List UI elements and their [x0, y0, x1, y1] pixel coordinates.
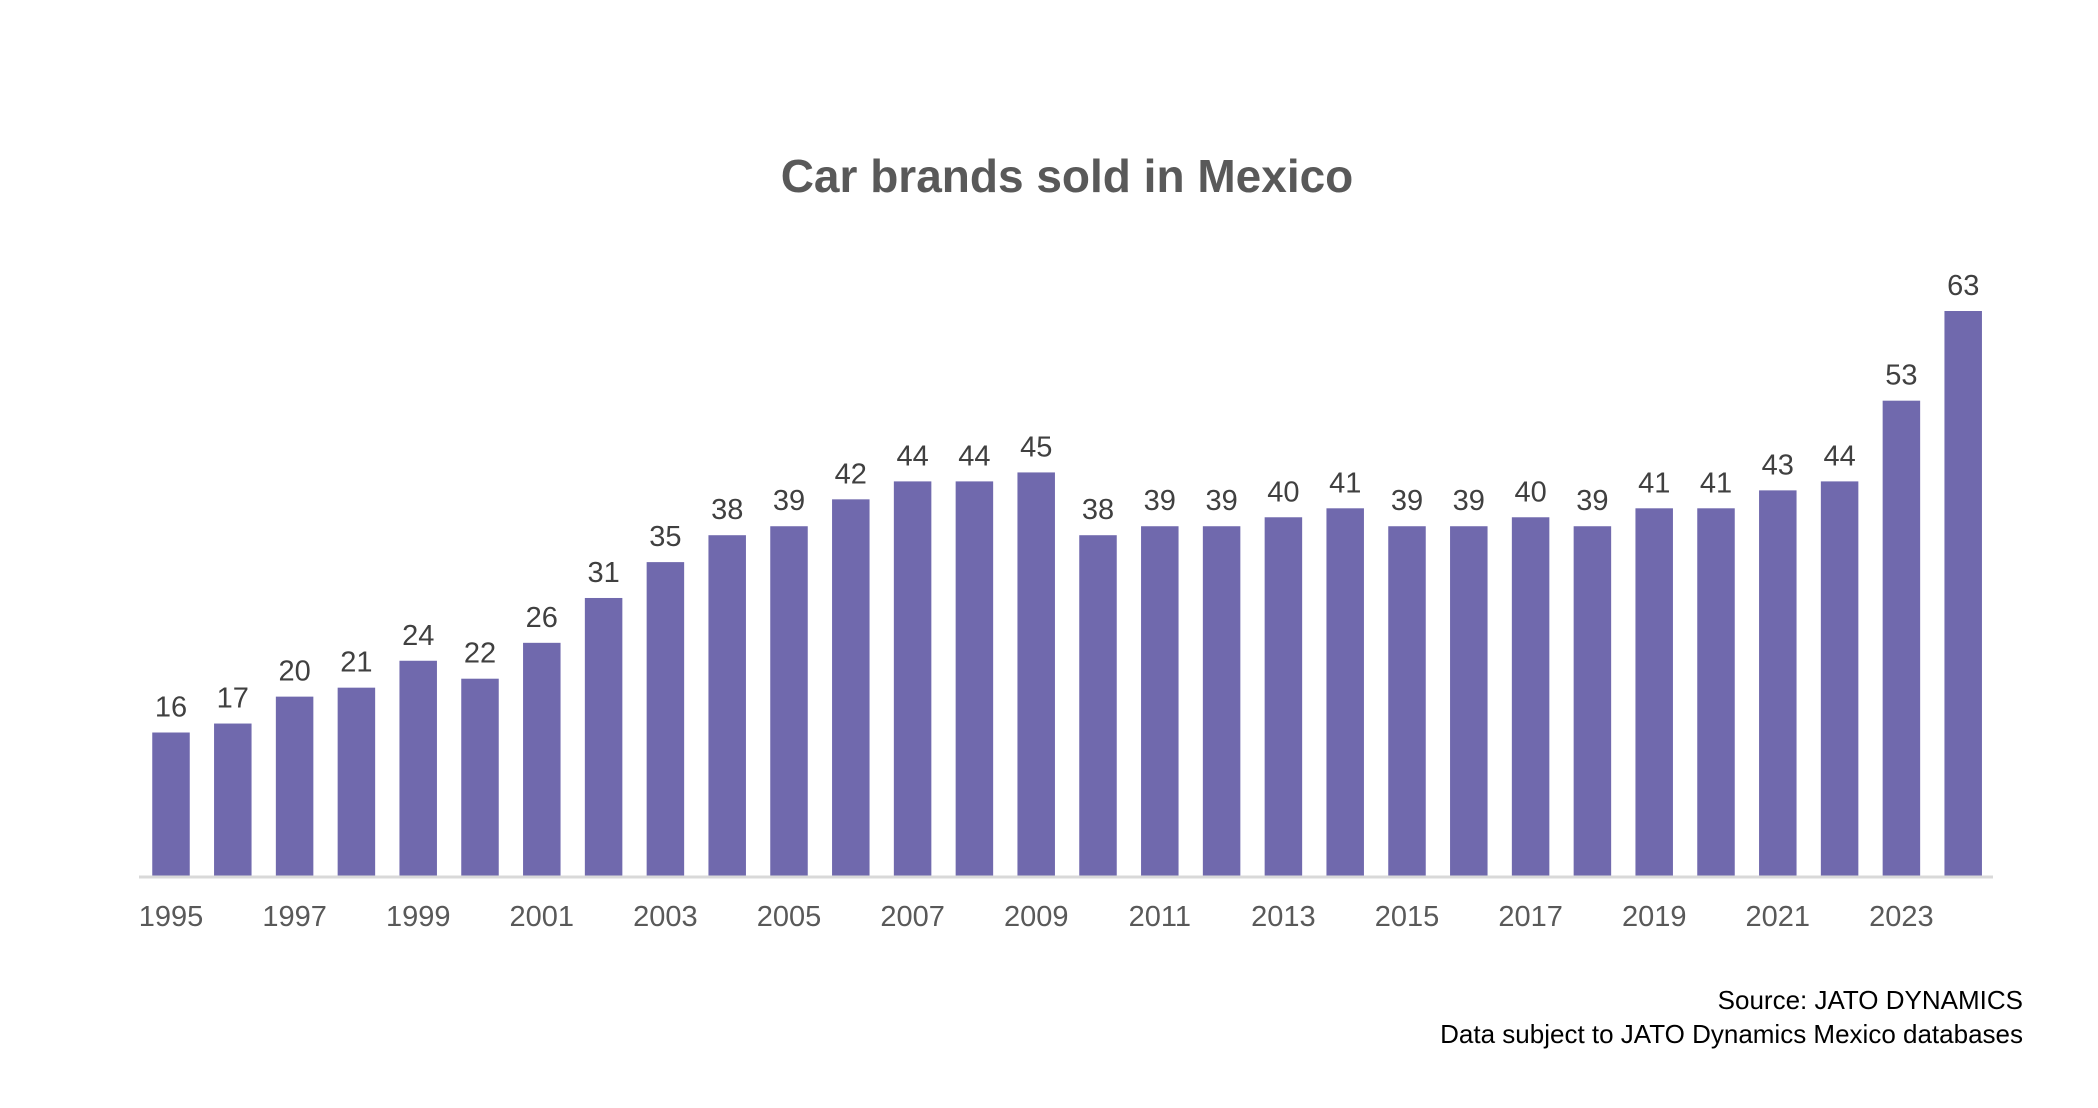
bar-2018 — [1573, 526, 1612, 876]
x-tick-2001: 2001 — [510, 901, 575, 933]
bar-2016 — [1450, 526, 1488, 876]
data-label-1997: 20 — [278, 656, 310, 688]
x-tick-2023: 2023 — [1869, 901, 1934, 933]
data-label-2005: 39 — [773, 485, 805, 517]
bar-2006 — [832, 499, 870, 876]
data-label-2012: 39 — [1205, 485, 1237, 517]
data-label-2010: 38 — [1082, 494, 1114, 526]
bar-2014 — [1326, 508, 1364, 876]
x-tick-2017: 2017 — [1498, 901, 1563, 933]
bar-1998 — [337, 687, 376, 876]
x-tick-1997: 1997 — [262, 901, 327, 933]
data-label-2019: 41 — [1638, 467, 1670, 499]
bar-2002 — [584, 597, 623, 876]
x-tick-2005: 2005 — [757, 901, 822, 933]
data-label-2011: 39 — [1144, 485, 1176, 517]
data-label-2024: 63 — [1947, 270, 1979, 302]
x-tick-2007: 2007 — [880, 901, 945, 933]
data-label-2020: 41 — [1700, 467, 1732, 499]
x-tick-1999: 1999 — [386, 901, 451, 933]
data-label-1995: 16 — [155, 692, 187, 724]
data-label-2006: 42 — [835, 458, 867, 490]
bar-2009 — [1017, 472, 1055, 876]
bar-2021 — [1759, 490, 1797, 876]
bar-2023 — [1882, 400, 1921, 876]
data-label-2008: 44 — [958, 440, 990, 472]
bar-1997 — [275, 696, 314, 876]
data-label-1996: 17 — [217, 683, 249, 715]
x-tick-2021: 2021 — [1746, 901, 1811, 933]
data-label-1998: 21 — [340, 647, 372, 679]
x-tick-2019: 2019 — [1622, 901, 1687, 933]
data-label-2001: 26 — [526, 602, 558, 634]
bar-2024 — [1944, 311, 1982, 876]
bar-2022 — [1820, 481, 1859, 876]
bar-2012 — [1202, 526, 1241, 876]
data-label-2017: 40 — [1514, 476, 1546, 508]
x-tick-2003: 2003 — [633, 901, 698, 933]
data-label-2007: 44 — [896, 440, 928, 472]
bar-2000 — [461, 678, 499, 876]
x-tick-2013: 2013 — [1251, 901, 1316, 933]
bar-1999 — [399, 660, 437, 876]
bar-2007 — [893, 481, 932, 876]
data-label-2021: 43 — [1762, 449, 1794, 481]
data-label-2016: 39 — [1453, 485, 1485, 517]
bar-2005 — [770, 526, 808, 876]
data-label-2002: 31 — [587, 557, 619, 589]
data-label-2018: 39 — [1576, 485, 1608, 517]
database-note: Data subject to JATO Dynamics Mexico dat… — [1440, 1019, 2023, 1049]
source-note: Source: JATO DYNAMICS — [1718, 985, 2023, 1015]
bar-1995 — [152, 732, 190, 876]
data-label-2023: 53 — [1885, 360, 1917, 392]
x-tick-labels: 1995 1997 1999 2001 2003 2005 2007 2009 2011 2013… — [139, 901, 1934, 933]
data-label-2009: 45 — [1020, 431, 1052, 463]
bar-2013 — [1264, 517, 1303, 876]
bar-2004 — [708, 535, 746, 876]
data-label-2015: 39 — [1391, 485, 1423, 517]
bar-2017 — [1511, 517, 1550, 876]
data-label-2014: 41 — [1329, 467, 1361, 499]
bar-2010 — [1079, 535, 1117, 876]
data-label-2004: 38 — [711, 494, 743, 526]
bar-1996 — [214, 723, 252, 876]
chart-title: Car brands sold in Mexico — [781, 150, 1354, 202]
bars-group: 16 17 20 21 24 22 26 31 35 38 39 42 44 44 45 38 39 39 40 41… — [152, 270, 1982, 876]
bar-2011 — [1141, 526, 1179, 876]
data-label-2013: 40 — [1267, 476, 1299, 508]
x-tick-2011: 2011 — [1129, 901, 1191, 933]
data-label-1999: 24 — [402, 620, 434, 652]
bar-2015 — [1388, 526, 1426, 876]
x-tick-2009: 2009 — [1004, 901, 1069, 933]
data-label-2022: 44 — [1823, 440, 1855, 472]
bar-2008 — [955, 481, 994, 876]
x-tick-2015: 2015 — [1375, 901, 1440, 933]
bar-2020 — [1697, 508, 1735, 876]
bar-2019 — [1635, 508, 1673, 876]
x-tick-1995: 1995 — [139, 901, 204, 933]
data-label-2003: 35 — [649, 521, 681, 553]
data-label-2000: 22 — [464, 638, 496, 670]
bar-2003 — [646, 562, 685, 876]
bar-2001 — [523, 642, 561, 876]
